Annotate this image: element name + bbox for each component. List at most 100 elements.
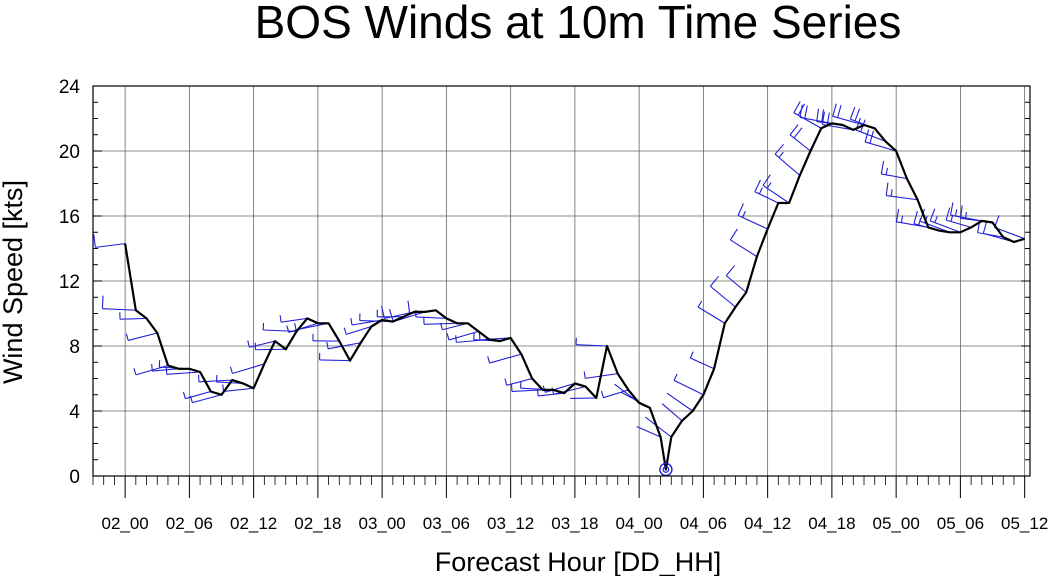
grid-lines [93,86,1030,476]
chart-title: BOS Winds at 10m Time Series [255,0,902,48]
x-tick-label: 05_06 [937,514,984,533]
wind-barb-half-feather [964,211,967,220]
wind-barb-shaft [945,219,972,228]
wind-barb-shaft [697,306,726,324]
wind-barb-feather [854,108,861,122]
wind-barb-shaft [553,386,586,395]
wind-barb-feather [821,111,826,125]
wind-barb-shaft [754,191,779,204]
wind-barb-half-feather [446,333,450,341]
wind-barb-feather [799,104,803,118]
wind-barb-half-feather [778,151,784,158]
wind-speed-line [124,122,1025,471]
wind-barb-shaft [489,353,522,364]
wind-barb-half-feather [222,384,225,392]
x-tick-label: 03_12 [487,514,534,533]
wind-barb-shaft [737,214,768,230]
wind-barb-half-feather [742,210,746,218]
wind-barb-feather [880,161,885,175]
wind-barb-shaft [506,377,533,386]
x-tick-label: 05_00 [873,514,920,533]
wind-barb-shaft [415,316,447,319]
wind-barb-feather [849,106,856,120]
wind-barb-half-feather [536,388,539,396]
wind-barb-half-feather [934,215,938,223]
wind-barb-half-feather [758,187,763,195]
wind-barb-shaft [576,344,608,347]
wind-barb-shaft [346,325,372,335]
wind-barb-half-feather [343,327,347,335]
wind-barb-half-feather [440,322,443,330]
wind-barb-feather [913,210,918,224]
wind-barb-half-feather [229,366,233,374]
wind-barb-half-feather [294,322,297,330]
y-tick-label: 0 [69,467,80,488]
y-axis-label: Wind Speed [kts] [0,180,28,384]
x-tick-label: 04_12 [744,514,791,533]
wind-barb-half-feather [487,356,491,364]
wind-barb-half-feather [189,395,193,403]
wind-barb-shaft [886,195,918,201]
x-axis-label: Forecast Hour [DD_HH] [435,547,722,576]
y-tick-label: 4 [69,402,80,423]
wind-barb-feather [929,208,936,222]
wind-barb-half-feather [455,335,457,343]
wind-barb-shaft [192,394,222,404]
wind-barb-feather [945,207,951,221]
wind-barb-shaft [636,425,661,438]
wind-barb-half-feather [954,209,958,217]
wind-barb-half-feather [133,368,137,376]
wind-barb-feather [837,104,842,118]
wind-barb-half-feather [885,167,888,175]
wind-barb-feather [982,220,988,234]
y-tick-label: 20 [59,142,80,163]
wind-barb-feather [793,101,801,114]
wind-barb-feather [885,182,889,196]
wind-barb-half-feather [600,390,605,398]
y-tick-label: 12 [59,272,80,293]
wind-barb-shaft [127,332,158,341]
wind-barb-shaft [288,322,319,333]
wind-barb-half-feather [766,182,772,189]
x-tick-label: 04_06 [680,514,727,533]
x-tick-label: 03_18 [551,514,598,533]
wind-barb-shaft [538,392,565,397]
wind-barb-half-feather [900,215,904,223]
wind-barb-shaft [881,173,907,180]
wind-barb-feather [101,295,104,309]
wind-barb-shaft [789,134,811,152]
wind-barb-feather [804,105,808,119]
wind-barb-feather [381,305,385,319]
wind-barb-half-feather [689,351,694,359]
wind-barb-shaft [930,220,961,233]
y-tick-label: 24 [59,77,81,98]
wind-barb-feather [789,124,799,136]
wind-barb-shaft [994,226,1025,240]
wind-barb-feather [709,275,720,287]
wind-barb-shaft [673,379,704,396]
x-tick-label: 02_06 [166,514,213,533]
wind-barb-half-feather [697,300,703,308]
wind-barb-feather [869,130,875,144]
wind-barb-half-feather [890,189,893,197]
wind-barb-shaft [479,337,511,341]
wind-barb-feather [919,208,926,222]
wind-barb-feather [826,112,830,126]
wind-barb-feather [754,179,761,192]
wind-barb-shaft [185,390,211,400]
wind-barb-feather [762,174,771,186]
wind-barb-feather [832,103,837,117]
wind-barb-half-feather [279,315,282,323]
wind-barb-shaft [281,317,308,323]
wind-barb-shaft [249,340,276,348]
wind-barb-shaft [690,357,715,370]
wind-barb-shaft [327,342,361,350]
wind-barb-shaft [95,243,126,248]
wind-barb-shaft [152,368,179,372]
wind-barb-shaft [774,153,801,176]
wind-barb-shaft [666,392,693,412]
wind-barb-shaft [762,185,790,204]
wind-barb-feather [93,234,96,248]
tick-labels: 0 4 8 12 16 20 24 02_00 02_06 02_12 02_18 03_00 03_0… [59,77,1048,533]
